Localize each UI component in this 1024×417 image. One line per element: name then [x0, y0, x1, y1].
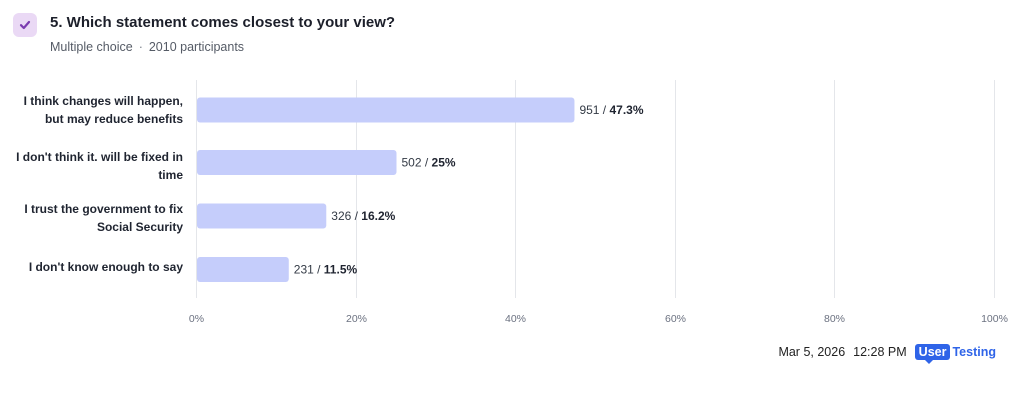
logo-user: User: [914, 344, 951, 364]
bar-count: 231 /: [294, 263, 324, 277]
bar: [197, 257, 289, 282]
question-title: 5. Which statement comes closest to your…: [50, 14, 396, 31]
bar: [197, 203, 327, 229]
bar-percent: 16.2%: [361, 209, 395, 223]
export-time: 12:28 PM: [853, 345, 907, 359]
export-date: Mar 5, 2026: [778, 345, 846, 359]
x-tick-label: 80%: [824, 313, 845, 325]
bar-value-label: 951 / 47.3%: [579, 103, 643, 117]
question-type: Multiple choice: [50, 40, 133, 54]
bar-value-label: 231 / 11.5%: [294, 263, 358, 277]
bar-count: 951 /: [579, 103, 609, 117]
category-label: I don't know enough to say: [28, 260, 183, 274]
bar-percent: 25%: [432, 156, 456, 170]
category-label: I don't think it. will be fixed in time: [16, 150, 183, 182]
bar-percent: 11.5%: [324, 263, 358, 277]
x-tick-label: 20%: [346, 313, 367, 325]
separator-dot: ·: [138, 40, 143, 54]
x-tick-label: 0%: [189, 313, 204, 325]
check-badge: [13, 13, 37, 37]
usertesting-logo: User Testing: [914, 344, 996, 364]
category-label: I trust the government to fix Social Sec…: [24, 202, 183, 234]
footer: Mar 5, 2026 12:28 PM User Testing: [778, 344, 996, 364]
bar-value-label: 326 / 16.2%: [331, 209, 395, 223]
checkmark-icon: [19, 20, 31, 30]
bar-value-label: 502 / 25%: [402, 156, 456, 170]
participant-count: 2010 participants: [148, 40, 245, 54]
question-subtitle: Multiple choice · 2010 participants: [50, 40, 244, 54]
x-tick-label: 40%: [505, 313, 526, 325]
x-tick-label: 60%: [665, 313, 686, 325]
bar-chart: 0% 20% 40% 60% 80% 100% 951 / 47.3% 502 / 25% 32…: [189, 80, 1008, 325]
logo-testing: Testing: [952, 345, 996, 359]
x-tick-label: 100%: [981, 313, 1008, 325]
category-label: I think changes will happen, but may red…: [23, 94, 183, 126]
bar: [197, 97, 575, 123]
bar-count: 326 /: [331, 209, 361, 223]
bar-percent: 47.3%: [609, 103, 643, 117]
bar-count: 502 /: [402, 156, 432, 170]
bar: [197, 150, 397, 175]
